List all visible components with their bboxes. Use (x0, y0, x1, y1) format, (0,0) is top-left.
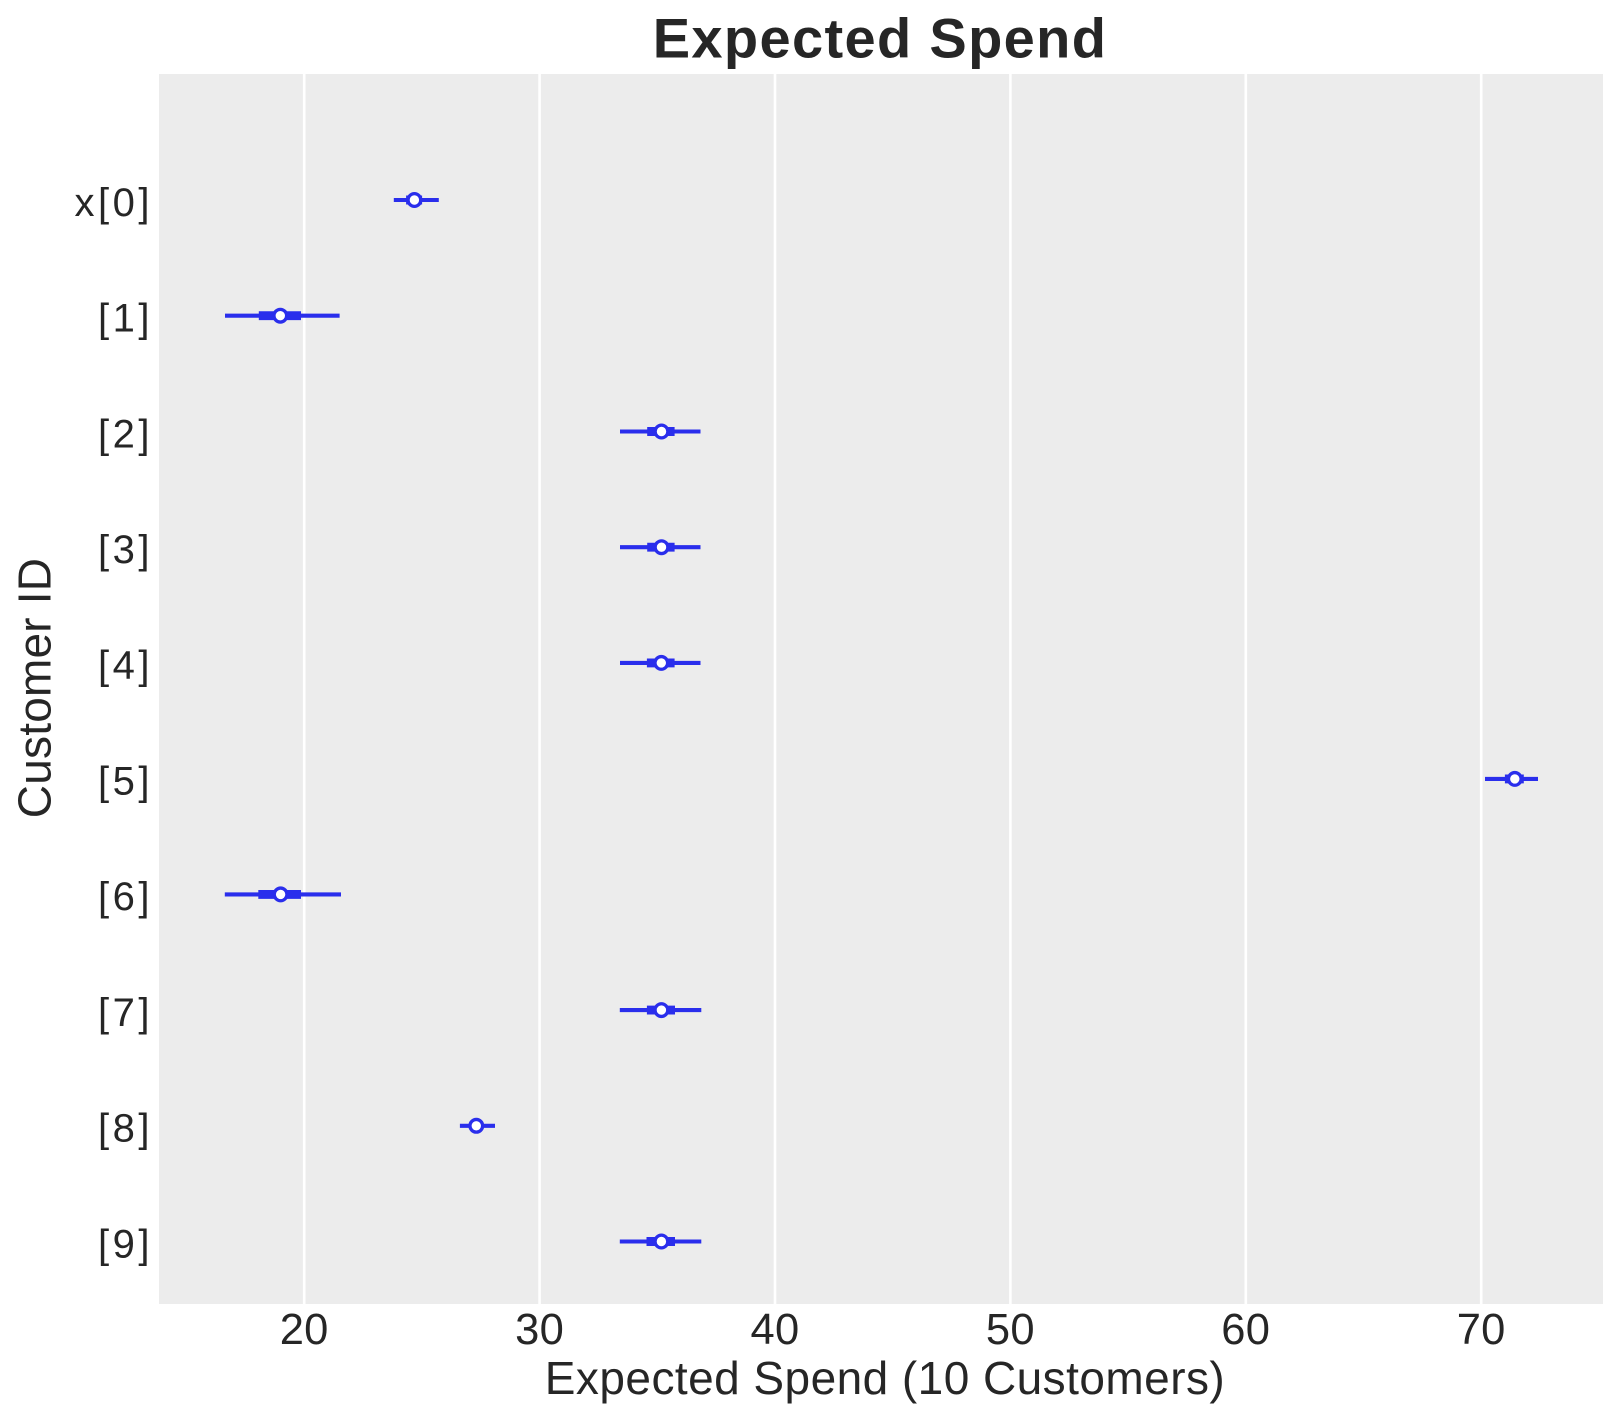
svg-text:20: 20 (280, 1306, 329, 1354)
svg-text:[4]: [4] (98, 644, 153, 688)
svg-text:[2]: [2] (98, 412, 153, 456)
svg-text:30: 30 (515, 1306, 564, 1354)
svg-text:Expected Spend (10 Customers): Expected Spend (10 Customers) (545, 1352, 1225, 1404)
svg-text:50: 50 (986, 1306, 1035, 1354)
svg-text:[3]: [3] (98, 528, 153, 572)
svg-text:[9]: [9] (98, 1222, 153, 1266)
svg-text:x[0]: x[0] (75, 181, 153, 225)
svg-text:60: 60 (1221, 1306, 1270, 1354)
svg-text:[5]: [5] (98, 760, 153, 804)
svg-text:[8]: [8] (98, 1107, 153, 1151)
svg-text:70: 70 (1457, 1306, 1506, 1354)
svg-text:40: 40 (751, 1306, 800, 1354)
svg-text:[1]: [1] (98, 297, 153, 341)
svg-text:Expected Spend: Expected Spend (653, 7, 1108, 70)
svg-text:Customer ID: Customer ID (9, 558, 61, 818)
svg-text:[6]: [6] (98, 875, 153, 919)
svg-text:[7]: [7] (98, 991, 153, 1035)
